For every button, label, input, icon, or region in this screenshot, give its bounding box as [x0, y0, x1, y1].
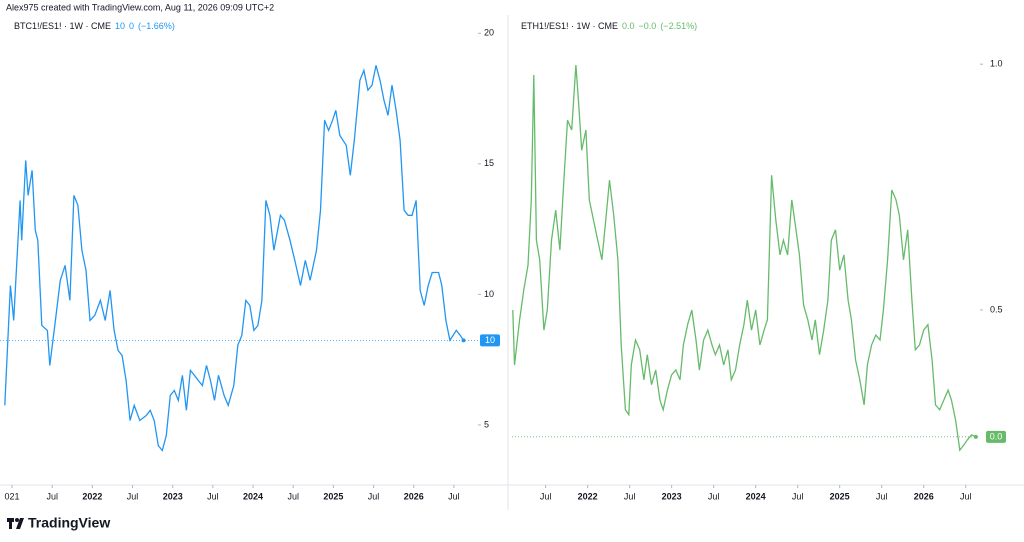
x-tick-label: 2024	[746, 491, 766, 501]
x-tick-label: Jul	[448, 491, 460, 501]
x-tick-label: Jul	[368, 491, 380, 501]
x-tick-label: Jul	[708, 491, 720, 501]
x-tick-label: 2025	[830, 491, 850, 501]
legend-change-pct: (−2.51%)	[660, 21, 697, 31]
x-tick-label: 2026	[404, 491, 424, 501]
x-tick-label: 2022	[82, 491, 102, 501]
y-tick-label: 15	[484, 158, 494, 168]
x-tick-label: Jul	[287, 491, 299, 501]
x-tick-label: 2023	[163, 491, 183, 501]
x-tick-label: 2022	[578, 491, 598, 501]
price-tag: 0.0	[990, 432, 1003, 442]
legend-last: 10	[115, 21, 125, 31]
chart-panel: 0.5 1.0 Jul 2022 Jul 2023 Jul 2024 Jul 2025 Jul 202…	[512, 21, 1006, 501]
legend-change-pct: (−1.66%)	[138, 21, 175, 31]
legend-symbol: ETH1!/ES1! · 1W · CME	[521, 21, 618, 31]
legend-change: −0.0	[639, 21, 657, 31]
x-tick-label: Jul	[540, 491, 552, 501]
y-tick-label: 0.5	[990, 304, 1003, 314]
price-tag-bg	[480, 334, 500, 347]
x-tick-label: 021	[5, 491, 20, 501]
x-tick-label: 2025	[323, 491, 343, 501]
last-point	[461, 338, 466, 343]
x-tick-label: Jul	[624, 491, 636, 501]
last-point	[973, 434, 978, 439]
legend-change: 0	[129, 21, 134, 31]
x-tick-label: Jul	[46, 491, 58, 501]
x-tick-label: 2026	[914, 491, 934, 501]
legend: BTC1!/ES1! · 1W · CME 10 0 (−1.66%)	[14, 21, 175, 31]
legend: ETH1!/ES1! · 1W · CME 0.0 −0.0 (−2.51%)	[521, 21, 697, 31]
brand: TradingView	[28, 515, 110, 531]
x-tick-label: 2023	[662, 491, 682, 501]
chart-panel: 5 10 15 20 021 Jul 2022 Jul 2023 Jul 2024 Jul 2025 Ju…	[0, 21, 500, 501]
series-line	[512, 65, 977, 452]
y-tick-label: 5	[484, 419, 489, 429]
x-tick-label: Jul	[960, 491, 972, 501]
x-tick-label: 2024	[243, 491, 263, 501]
x-tick-label: Jul	[127, 491, 139, 501]
legend-symbol: BTC1!/ES1! · 1W · CME	[14, 21, 111, 31]
series-line	[4, 65, 465, 452]
header: Alex975 created with TradingView.com, Au…	[6, 2, 274, 12]
logo	[7, 518, 24, 529]
x-tick-label: Jul	[792, 491, 804, 501]
x-tick-label: Jul	[207, 491, 219, 501]
y-tick-label: 1.0	[990, 59, 1003, 69]
price-tag: 10	[485, 335, 495, 345]
y-tick-label: 10	[484, 289, 494, 299]
y-tick-label: 20	[484, 28, 494, 38]
legend-last: 0.0	[622, 21, 635, 31]
price-tag-bg	[986, 430, 1006, 443]
x-tick-label: Jul	[876, 491, 888, 501]
